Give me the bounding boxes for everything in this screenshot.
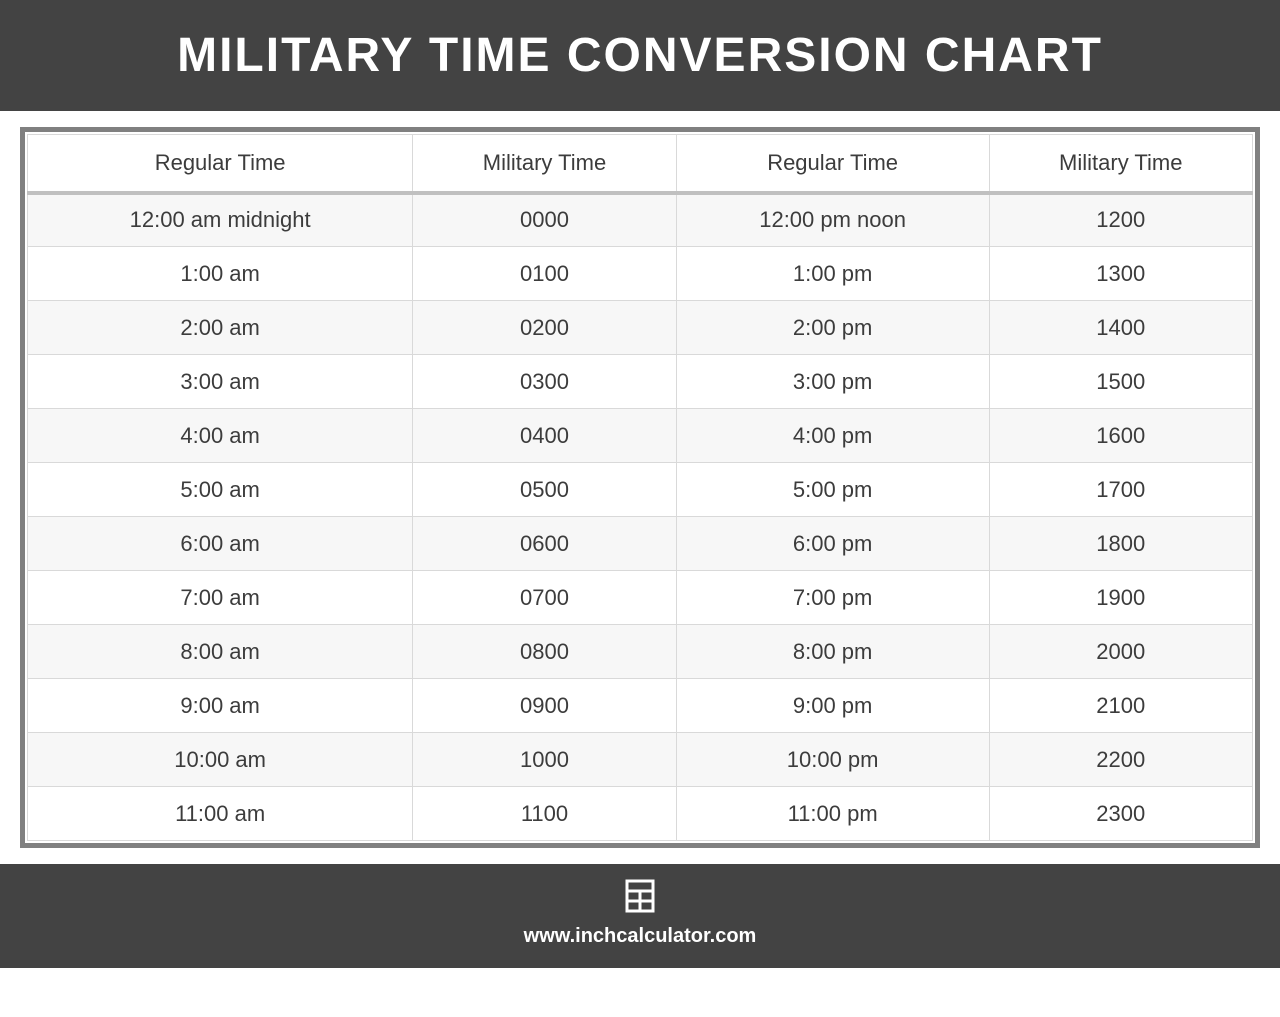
table-row: 12:00 am midnight000012:00 pm noon1200 <box>28 193 1253 247</box>
table-cell: 7:00 am <box>28 571 413 625</box>
table-cell: 0700 <box>413 571 676 625</box>
table-row: 6:00 am06006:00 pm1800 <box>28 517 1253 571</box>
footer-url: www.inchcalculator.com <box>0 925 1280 948</box>
table-header-row: Regular Time Military Time Regular Time … <box>28 135 1253 193</box>
table-cell: 3:00 am <box>28 355 413 409</box>
table-row: 5:00 am05005:00 pm1700 <box>28 463 1253 517</box>
page-title: MILITARY TIME CONVERSION CHART <box>0 28 1280 83</box>
table-cell: 2:00 pm <box>676 301 989 355</box>
table-cell: 0500 <box>413 463 676 517</box>
table-cell: 10:00 am <box>28 733 413 787</box>
table-row: 10:00 am100010:00 pm2200 <box>28 733 1253 787</box>
table-cell: 0600 <box>413 517 676 571</box>
table-cell: 1500 <box>989 355 1252 409</box>
col-header: Military Time <box>989 135 1252 193</box>
conversion-table: Regular Time Military Time Regular Time … <box>27 134 1253 841</box>
table-cell: 0100 <box>413 247 676 301</box>
table-cell: 1400 <box>989 301 1252 355</box>
table-row: 4:00 am04004:00 pm1600 <box>28 409 1253 463</box>
table-row: 8:00 am08008:00 pm2000 <box>28 625 1253 679</box>
col-header: Regular Time <box>676 135 989 193</box>
table-cell: 6:00 pm <box>676 517 989 571</box>
table-cell: 2300 <box>989 787 1252 841</box>
table-cell: 0300 <box>413 355 676 409</box>
col-header: Regular Time <box>28 135 413 193</box>
page-footer: www.inchcalculator.com <box>0 864 1280 968</box>
table-cell: 1900 <box>989 571 1252 625</box>
table-cell: 10:00 pm <box>676 733 989 787</box>
calculator-icon <box>0 878 1280 919</box>
table-cell: 1300 <box>989 247 1252 301</box>
table-cell: 0800 <box>413 625 676 679</box>
table-row: 2:00 am02002:00 pm1400 <box>28 301 1253 355</box>
table-cell: 8:00 am <box>28 625 413 679</box>
table-cell: 7:00 pm <box>676 571 989 625</box>
table-cell: 11:00 pm <box>676 787 989 841</box>
table-cell: 4:00 am <box>28 409 413 463</box>
table-cell: 0200 <box>413 301 676 355</box>
table-cell: 1100 <box>413 787 676 841</box>
table-cell: 6:00 am <box>28 517 413 571</box>
col-header: Military Time <box>413 135 676 193</box>
table-cell: 12:00 am midnight <box>28 193 413 247</box>
table-cell: 1700 <box>989 463 1252 517</box>
table-cell: 2000 <box>989 625 1252 679</box>
table-cell: 9:00 am <box>28 679 413 733</box>
table-cell: 0000 <box>413 193 676 247</box>
table-cell: 11:00 am <box>28 787 413 841</box>
table-cell: 0400 <box>413 409 676 463</box>
table-cell: 8:00 pm <box>676 625 989 679</box>
table-body: 12:00 am midnight000012:00 pm noon12001:… <box>28 193 1253 841</box>
table-cell: 2100 <box>989 679 1252 733</box>
table-cell: 5:00 pm <box>676 463 989 517</box>
table-cell: 1:00 pm <box>676 247 989 301</box>
table-cell: 0900 <box>413 679 676 733</box>
table-cell: 5:00 am <box>28 463 413 517</box>
table-cell: 1:00 am <box>28 247 413 301</box>
table-cell: 2:00 am <box>28 301 413 355</box>
table-cell: 1800 <box>989 517 1252 571</box>
table-row: 11:00 am110011:00 pm2300 <box>28 787 1253 841</box>
table-cell: 3:00 pm <box>676 355 989 409</box>
table-container: Regular Time Military Time Regular Time … <box>0 111 1280 848</box>
table-cell: 12:00 pm noon <box>676 193 989 247</box>
table-outer-border: Regular Time Military Time Regular Time … <box>20 127 1260 848</box>
table-cell: 2200 <box>989 733 1252 787</box>
table-cell: 1600 <box>989 409 1252 463</box>
table-cell: 1000 <box>413 733 676 787</box>
table-row: 7:00 am07007:00 pm1900 <box>28 571 1253 625</box>
table-cell: 9:00 pm <box>676 679 989 733</box>
table-cell: 1200 <box>989 193 1252 247</box>
table-row: 3:00 am03003:00 pm1500 <box>28 355 1253 409</box>
table-cell: 4:00 pm <box>676 409 989 463</box>
page-header: MILITARY TIME CONVERSION CHART <box>0 0 1280 111</box>
table-row: 1:00 am01001:00 pm1300 <box>28 247 1253 301</box>
table-row: 9:00 am09009:00 pm2100 <box>28 679 1253 733</box>
